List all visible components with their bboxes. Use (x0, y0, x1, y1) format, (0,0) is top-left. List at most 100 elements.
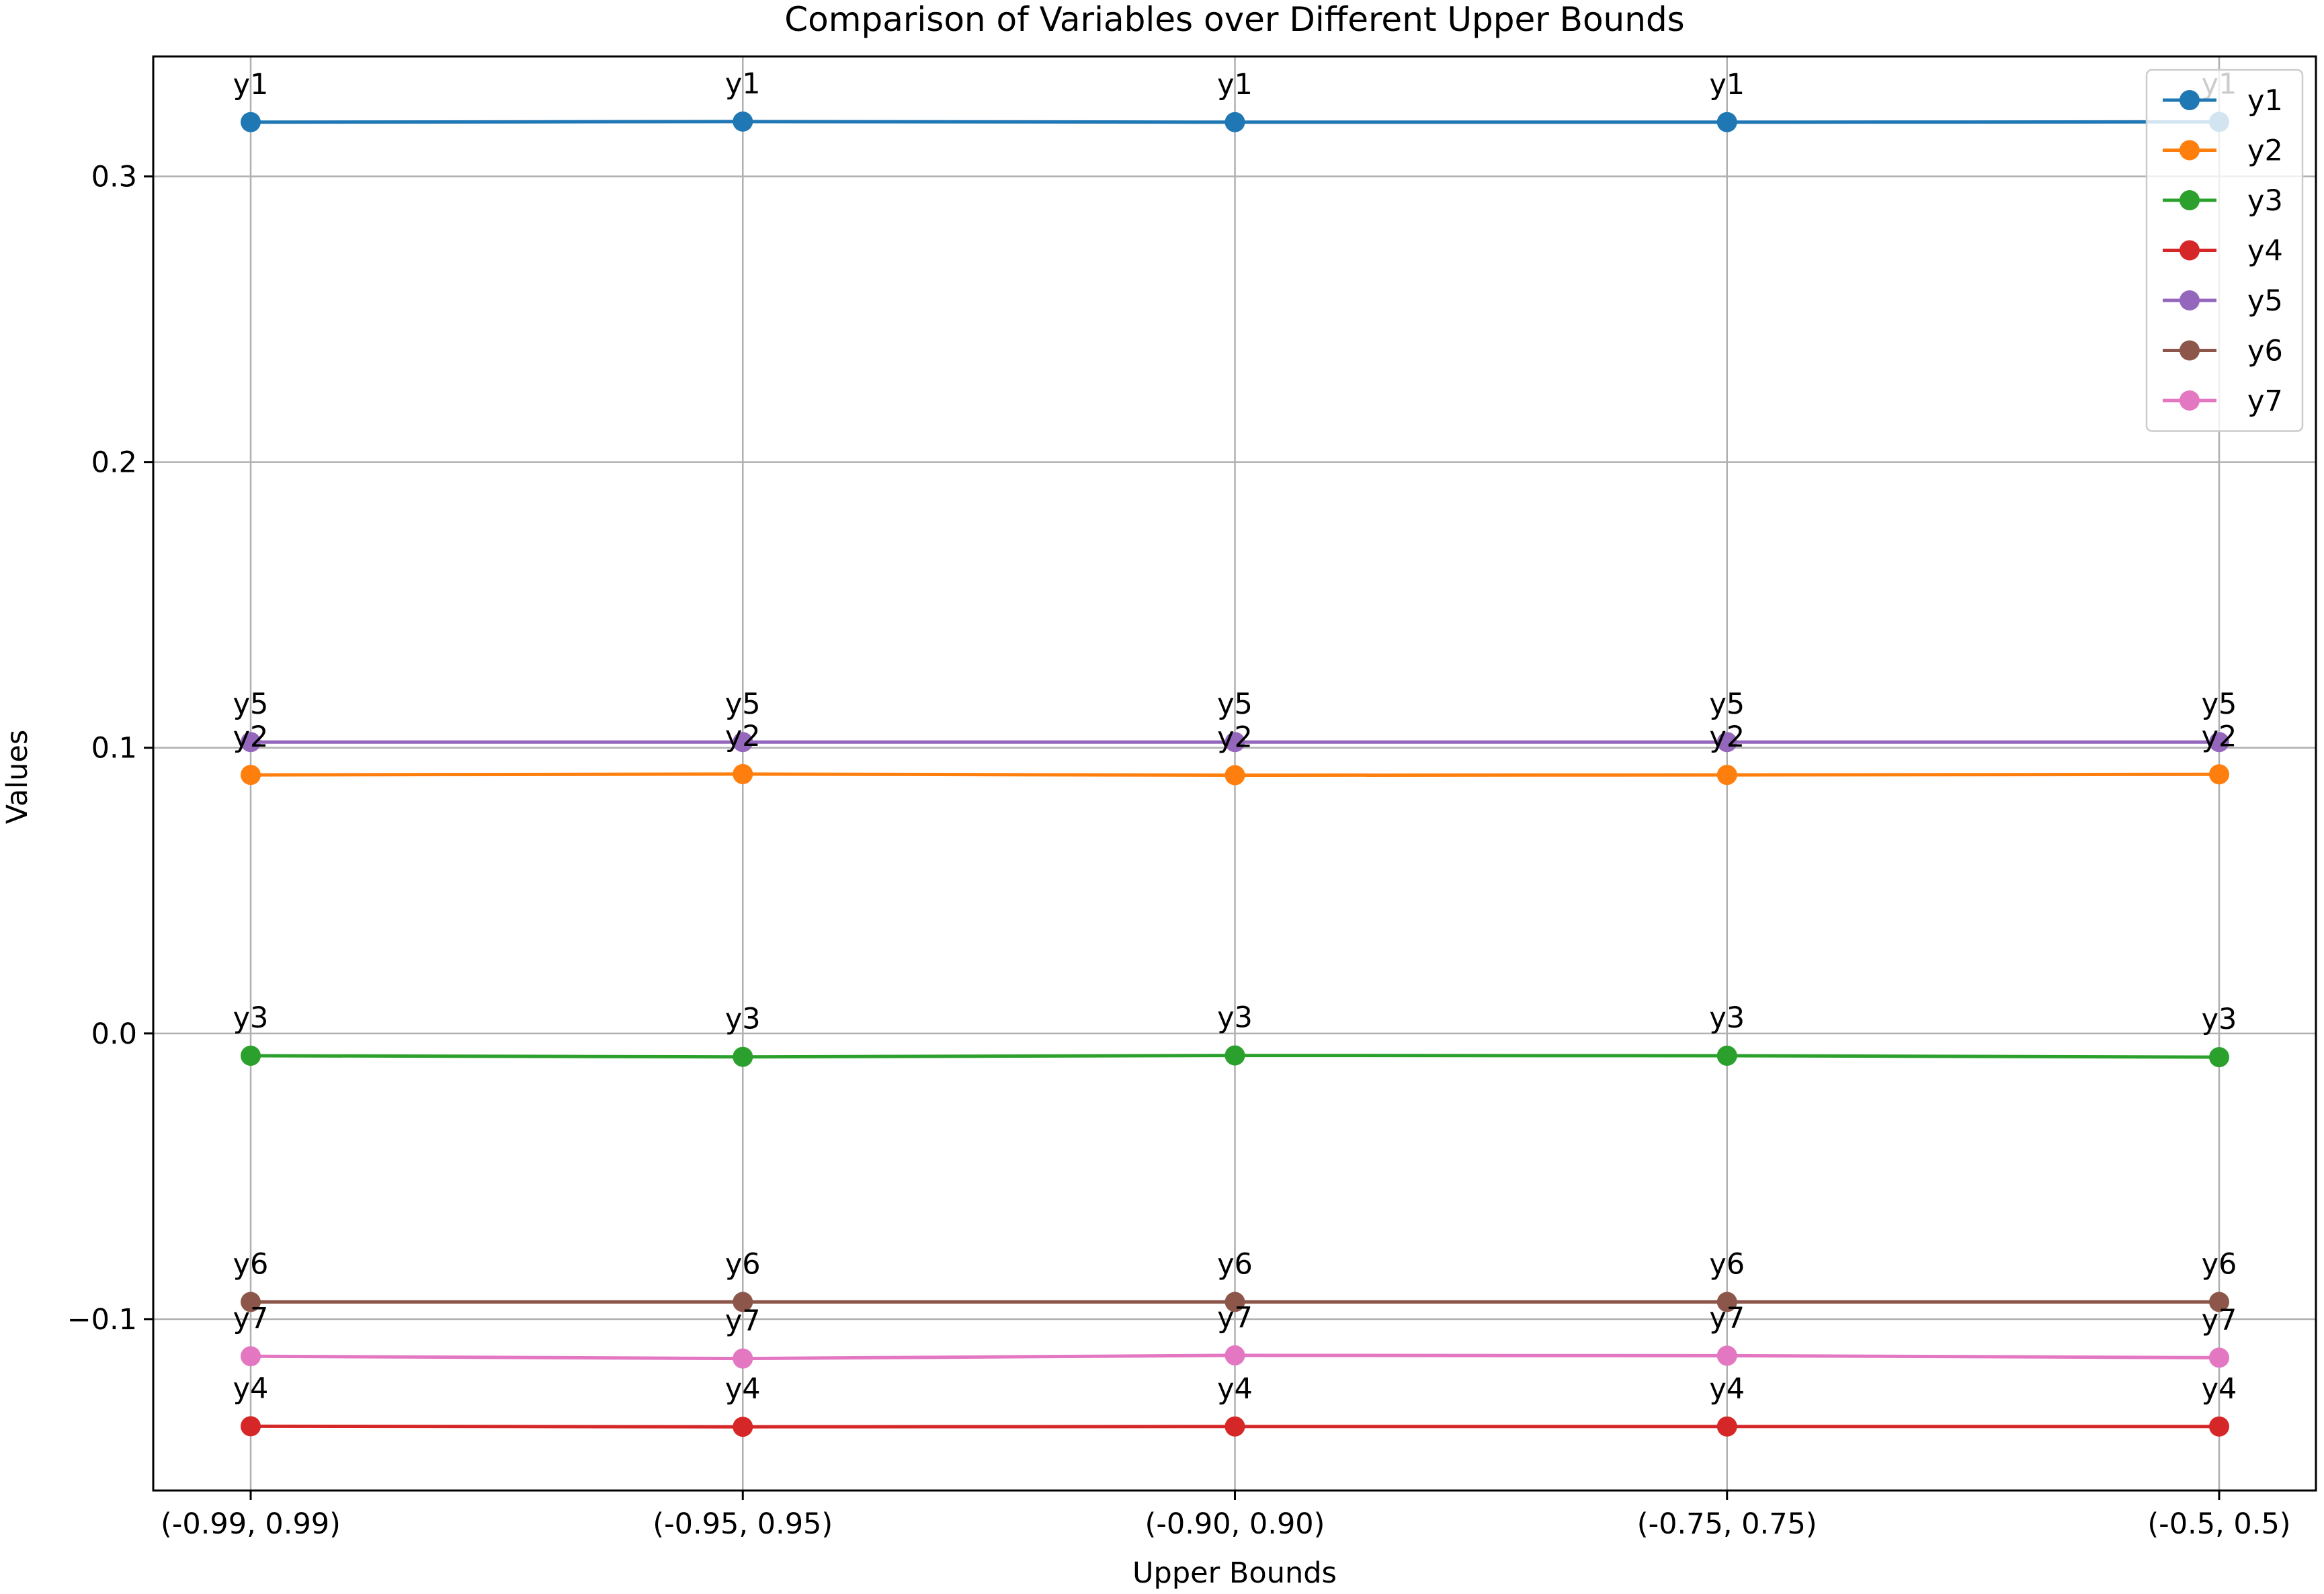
point-label-y4: y4 (1709, 1372, 1745, 1406)
legend-marker (2180, 140, 2200, 161)
point-label-y5: y5 (233, 687, 269, 721)
point-label-y3: y3 (233, 1001, 269, 1035)
series-y4 (241, 1416, 2229, 1437)
data-point-y7 (241, 1346, 261, 1367)
data-point-y7 (2209, 1347, 2229, 1368)
legend-label: y6 (2247, 335, 2283, 368)
data-point-y3 (1716, 1045, 1737, 1066)
point-label-y3: y3 (725, 1003, 761, 1036)
point-labels: y1y1y1y1y1y2y2y2y2y2y3y3y3y3y3y4y4y4y4y4… (233, 67, 2237, 1406)
legend-item-y7: y7 (2163, 384, 2283, 418)
legend-label: y1 (2247, 84, 2283, 118)
point-label-y2: y2 (1709, 720, 1745, 754)
data-point-y3 (1225, 1045, 1245, 1066)
y-tick-label: 0.1 (91, 732, 137, 765)
data-point-y4 (241, 1416, 261, 1437)
data-point-y2 (733, 763, 753, 784)
legend: y1 y2 y3 y4 y5 y6 y7 (2145, 69, 2304, 432)
legend-item-y4: y4 (2163, 235, 2283, 268)
point-label-y4: y4 (233, 1372, 269, 1405)
x-tick-label: (-0.5, 0.5) (2147, 1507, 2290, 1541)
x-tick-label: (-0.75, 0.75) (1637, 1507, 1817, 1541)
data-point-y4 (1225, 1416, 1245, 1437)
data-point-y2 (1716, 765, 1737, 786)
point-label-y2: y2 (233, 720, 269, 754)
data-point-y7 (733, 1348, 753, 1369)
x-tick-label: (-0.95, 0.95) (653, 1507, 833, 1541)
legend-item-y5: y5 (2163, 284, 2283, 318)
data-point-y1 (1716, 112, 1737, 132)
series-layer (241, 111, 2229, 1437)
data-point-y2 (241, 765, 261, 786)
data-point-y2 (2209, 764, 2229, 785)
point-label-y5: y5 (725, 687, 761, 721)
y-tick-label: 0.2 (91, 446, 137, 480)
series-y6 (241, 1292, 2229, 1312)
y-axis-label: Values (1, 730, 34, 825)
point-label-y5: y5 (1217, 687, 1253, 721)
point-label-y1: y1 (725, 67, 761, 101)
data-point-y3 (733, 1046, 753, 1067)
y-tick-label: 0.3 (91, 161, 137, 194)
data-point-y5 (733, 732, 753, 753)
legend-item-y2: y2 (2163, 134, 2283, 168)
legend-marker (2180, 190, 2200, 210)
point-label-y7: y7 (2202, 1303, 2237, 1337)
legend-label: y7 (2247, 384, 2283, 418)
legend-label: y3 (2247, 184, 2283, 218)
series-y7 (241, 1345, 2229, 1369)
series-y5 (241, 732, 2229, 753)
data-point-y6 (1716, 1292, 1737, 1312)
point-label-y2: y2 (725, 720, 761, 753)
legend-marker (2180, 340, 2200, 361)
point-label-y4: y4 (725, 1372, 761, 1406)
point-label-y7: y7 (1217, 1301, 1253, 1335)
data-point-y1 (241, 112, 261, 132)
point-label-y1: y1 (1217, 68, 1253, 101)
point-label-y2: y2 (2202, 720, 2237, 753)
data-point-y6 (1225, 1292, 1245, 1312)
legend-item-y6: y6 (2163, 335, 2283, 368)
point-label-y5: y5 (2202, 687, 2237, 721)
point-label-y3: y3 (1709, 1001, 1745, 1035)
legend-marker (2180, 290, 2200, 310)
point-label-y7: y7 (1709, 1301, 1745, 1335)
series-y2 (241, 763, 2229, 786)
point-label-y6: y6 (1217, 1247, 1253, 1281)
series-y3 (241, 1045, 2229, 1068)
data-point-y7 (1225, 1345, 1245, 1366)
point-label-y5: y5 (1709, 687, 1745, 721)
legend-label: y2 (2247, 134, 2283, 168)
x-axis-label: Upper Bounds (1132, 1556, 1337, 1590)
data-point-y6 (2209, 1292, 2229, 1312)
data-point-y4 (733, 1417, 753, 1437)
point-label-y4: y4 (1217, 1372, 1253, 1406)
legend-label: y4 (2247, 235, 2283, 268)
legend-marker (2180, 390, 2200, 411)
data-point-y4 (1716, 1416, 1737, 1437)
data-point-y1 (733, 111, 753, 132)
point-label-y6: y6 (725, 1247, 761, 1281)
point-label-y6: y6 (2202, 1247, 2237, 1281)
point-label-y1: y1 (233, 68, 269, 101)
point-label-y3: y3 (1217, 1001, 1253, 1035)
x-axis-ticks: (-0.99, 0.99) (-0.95, 0.95) (-0.90, 0.90) (… (161, 1491, 2291, 1541)
point-label-y3: y3 (2202, 1003, 2237, 1036)
data-point-y5 (241, 732, 261, 753)
legend-marker (2180, 90, 2200, 110)
data-point-y2 (1225, 765, 1245, 786)
point-label-y6: y6 (1709, 1247, 1745, 1281)
legend-item-y3: y3 (2163, 184, 2283, 218)
y-tick-label: −0.1 (67, 1303, 137, 1337)
data-point-y7 (1716, 1345, 1737, 1366)
data-point-y1 (1225, 112, 1245, 132)
legend-label: y5 (2247, 284, 2283, 318)
point-label-y7: y7 (725, 1304, 761, 1338)
point-label-y6: y6 (233, 1247, 269, 1281)
point-label-y7: y7 (233, 1302, 269, 1335)
y-tick-label: 0.0 (91, 1017, 137, 1051)
point-label-y4: y4 (2202, 1372, 2237, 1406)
point-label-y2: y2 (1217, 721, 1253, 755)
